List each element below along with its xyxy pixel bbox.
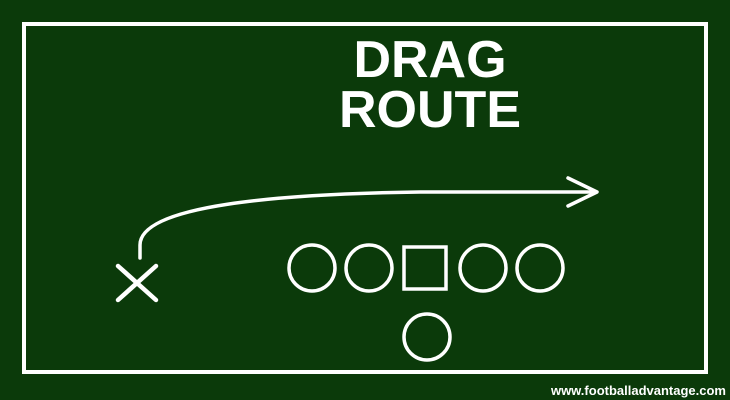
lineman-left-tackle: [287, 243, 337, 293]
center-square: [402, 245, 448, 291]
website-credit: www.footballadvantage.com: [550, 383, 726, 398]
play-title-line1: DRAG: [353, 31, 507, 89]
field-border: [22, 22, 708, 374]
quarterback-circle: [402, 312, 452, 362]
receiver-x-marker: [115, 263, 159, 303]
lineman-left-guard: [344, 243, 394, 293]
route-arrowhead: [566, 176, 599, 208]
drag-route-path: [138, 190, 596, 260]
lineman-right-guard: [458, 243, 508, 293]
play-title-line2: ROUTE: [339, 81, 521, 139]
lineman-right-tackle: [515, 243, 565, 293]
